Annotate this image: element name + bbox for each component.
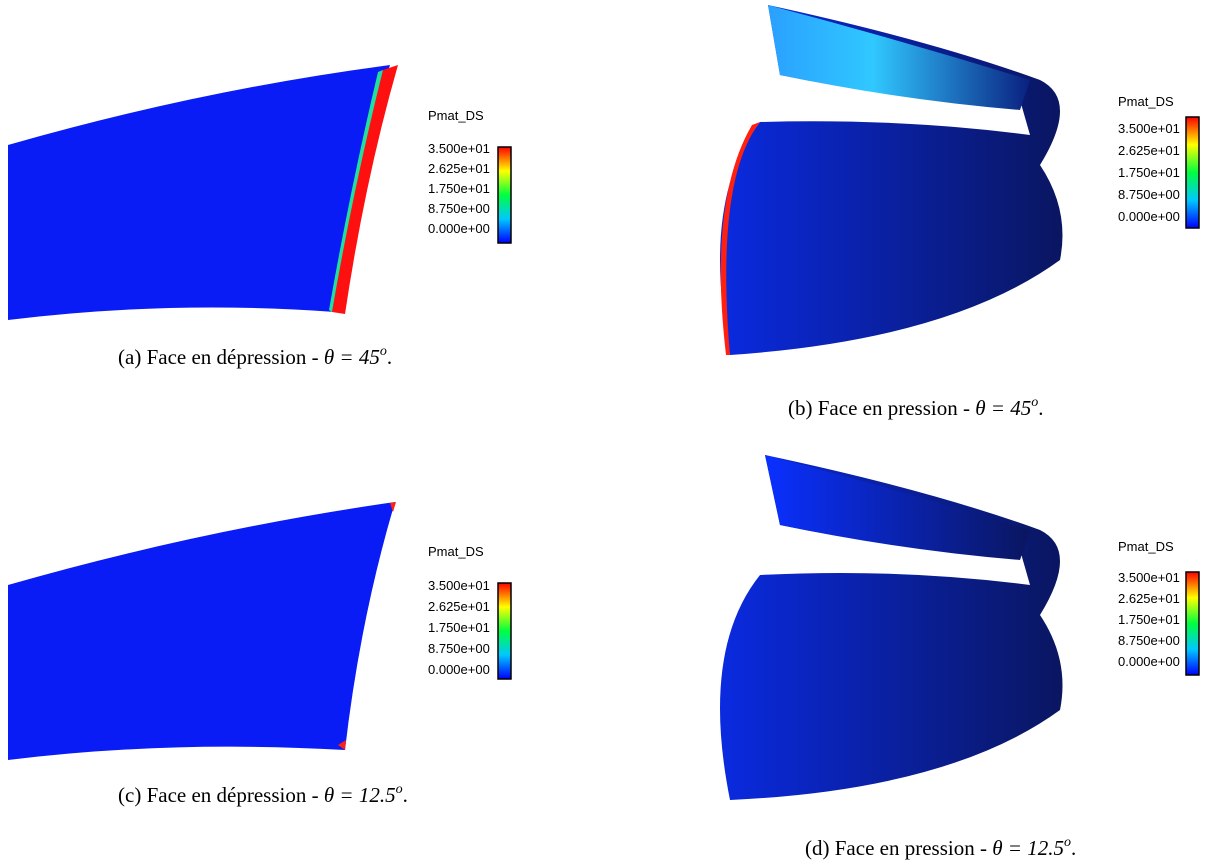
render-b	[720, 5, 1063, 355]
caption: (b) Face en pression - θ = 45o.	[788, 395, 1043, 420]
caption-sup: o	[380, 344, 387, 359]
legend-title: Pmat_DS	[428, 108, 484, 123]
colorbar-label: 3.500e+01	[428, 141, 490, 156]
colorbar	[1185, 116, 1200, 229]
colorbar-label: 0.000e+00	[1118, 209, 1180, 224]
colorbar-label: 1.750e+01	[1118, 165, 1180, 180]
caption-math: θ = 45	[975, 396, 1031, 420]
caption-end: .	[1071, 836, 1076, 860]
colorbar	[1185, 571, 1200, 676]
caption-label: (b)	[788, 396, 813, 420]
colorbar-label: 8.750e+00	[428, 201, 490, 216]
colorbar-label: 3.500e+01	[1118, 121, 1180, 136]
caption-math: θ = 45	[324, 345, 380, 369]
colorbar-label: 1.750e+01	[428, 181, 490, 196]
caption-text: Face en pression -	[835, 836, 987, 860]
colorbar-label: 0.000e+00	[1118, 654, 1180, 669]
colorbar-label: 8.750e+00	[1118, 633, 1180, 648]
caption-text: Face en dépression -	[147, 345, 319, 369]
render-d	[720, 455, 1063, 800]
caption-text: Face en dépression -	[147, 783, 319, 807]
legend-title: Pmat_DS	[1118, 94, 1174, 109]
colorbar-label: 2.625e+01	[428, 599, 490, 614]
caption-text: Face en pression -	[818, 396, 970, 420]
caption-sup: o	[1031, 395, 1038, 410]
caption: (d) Face en pression - θ = 12.5o.	[805, 835, 1076, 860]
caption-end: .	[387, 345, 392, 369]
caption: (c) Face en dépression - θ = 12.5o.	[118, 782, 408, 807]
colorbar-label: 2.625e+01	[1118, 143, 1180, 158]
caption-math: θ = 12.5	[324, 783, 396, 807]
colorbar-label: 3.500e+01	[428, 578, 490, 593]
caption-label: (a)	[118, 345, 141, 369]
colorbar-label: 8.750e+00	[1118, 187, 1180, 202]
caption-end: .	[403, 783, 408, 807]
caption-math: θ = 12.5	[992, 836, 1064, 860]
colorbar	[497, 582, 512, 680]
colorbar-label: 8.750e+00	[428, 641, 490, 656]
caption-label: (c)	[118, 783, 141, 807]
colorbar-label: 3.500e+01	[1118, 570, 1180, 585]
colorbar	[497, 146, 512, 244]
subfigure: Pmat_DS 3.500e+01 2.625e+01 1.750e+01 8.750e…	[118, 544, 512, 807]
caption-sup: o	[1064, 835, 1071, 850]
legend-title: Pmat_DS	[1118, 539, 1174, 554]
legend-title: Pmat_DS	[428, 544, 484, 559]
caption-sup: o	[396, 782, 403, 797]
colorbar-label: 0.000e+00	[428, 662, 490, 677]
caption-end: .	[1038, 396, 1043, 420]
render-a	[8, 65, 398, 320]
subfigure: Pmat_DS 3.500e+01 2.625e+01 1.750e+01 8.750e…	[118, 108, 512, 369]
subfigure: Pmat_DS 3.500e+01 2.625e+01 1.750e+01 8.750e…	[805, 539, 1200, 860]
colorbar-label: 2.625e+01	[1118, 591, 1180, 606]
colorbar-label: 1.750e+01	[1118, 612, 1180, 627]
colorbar-label: 0.000e+00	[428, 221, 490, 236]
caption: (a) Face en dépression - θ = 45o.	[118, 344, 392, 369]
colorbar-label: 2.625e+01	[428, 161, 490, 176]
render-c	[8, 502, 396, 760]
colorbar-label: 1.750e+01	[428, 620, 490, 635]
caption-label: (d)	[805, 836, 830, 860]
subfigure: Pmat_DS 3.500e+01 2.625e+01 1.750e+01 8.750e…	[788, 94, 1200, 420]
